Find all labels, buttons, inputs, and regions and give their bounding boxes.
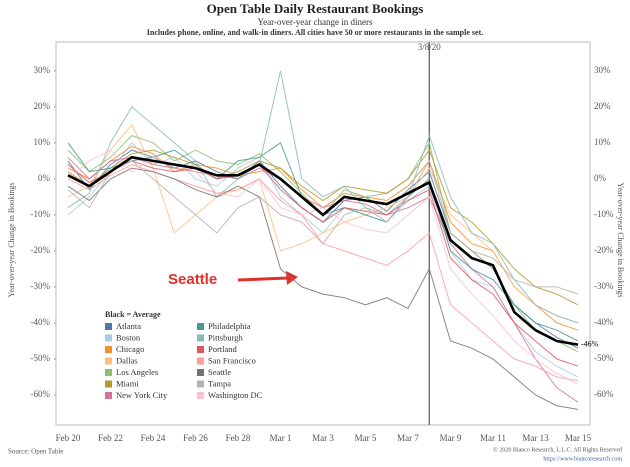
x-tick-label: Mar 1 bbox=[270, 433, 292, 443]
y-tick-label: -40% bbox=[31, 317, 51, 327]
x-tick-label: Feb 28 bbox=[226, 433, 251, 443]
city-line bbox=[67, 149, 579, 385]
y-tick-label: -20% bbox=[31, 245, 51, 255]
legend-label: Portland bbox=[208, 344, 238, 354]
y2-tick-label: -40% bbox=[594, 317, 614, 327]
y-tick-label: -30% bbox=[31, 281, 51, 291]
x-tick-label: Mar 7 bbox=[397, 433, 419, 443]
city-line bbox=[67, 145, 579, 331]
y-axis-title: Year-over-year Change in Bookings bbox=[616, 182, 625, 297]
event-label: 3/8/20 bbox=[418, 42, 442, 52]
x-tick-label: Mar 13 bbox=[522, 433, 549, 443]
y-tick-label: 0% bbox=[38, 173, 51, 183]
x-tick-label: Mar 3 bbox=[312, 433, 334, 443]
legend-label: Washington DC bbox=[208, 390, 263, 400]
legend-label: Dallas bbox=[116, 355, 138, 365]
y2-tick-label: 20% bbox=[594, 101, 611, 111]
legend-label: Philadelphia bbox=[208, 321, 251, 331]
y-tick-label: -60% bbox=[31, 389, 51, 399]
chart-title: Open Table Daily Restaurant Bookings bbox=[207, 1, 424, 16]
legend-label: Boston bbox=[116, 332, 141, 342]
y2-tick-label: -10% bbox=[594, 209, 614, 219]
city-line bbox=[67, 159, 579, 295]
legend-swatch bbox=[105, 392, 112, 399]
legend-label: Atlanta bbox=[116, 321, 141, 331]
annotation-arrow bbox=[237, 276, 289, 282]
y2-tick-label: 30% bbox=[594, 65, 611, 75]
y-tick-label: -50% bbox=[31, 353, 51, 363]
annotation: Seattle bbox=[168, 271, 217, 288]
legend-label: Los Angeles bbox=[116, 367, 158, 377]
legend-title: Black = Average bbox=[105, 310, 161, 319]
legend-swatch bbox=[197, 357, 204, 365]
subtitle: Year-over-year change in diners bbox=[258, 17, 373, 27]
x-tick-label: Mar 11 bbox=[480, 433, 506, 443]
legend-label: Pittsburgh bbox=[208, 332, 244, 342]
x-tick-label: Feb 24 bbox=[141, 433, 166, 443]
legend-label: Chicago bbox=[116, 344, 144, 354]
average-line bbox=[67, 155, 579, 346]
legend-label: Seattle bbox=[208, 367, 231, 377]
x-tick-label: Feb 20 bbox=[56, 433, 81, 443]
x-tick-label: Mar 5 bbox=[355, 433, 377, 443]
legend-label: New York City bbox=[116, 390, 168, 400]
plot-frame bbox=[55, 41, 591, 426]
legend-swatch bbox=[105, 380, 112, 388]
city-line bbox=[67, 156, 579, 403]
source: Source: Open Table bbox=[8, 448, 63, 456]
y2-tick-label: -50% bbox=[594, 353, 614, 363]
legend-label: San Francisco bbox=[208, 355, 256, 365]
y2-tick-label: 10% bbox=[594, 137, 611, 147]
x-tick-label: Feb 22 bbox=[98, 433, 123, 443]
legend-swatch bbox=[197, 334, 204, 342]
y-axis-title: Year-over-year Change in Bookings bbox=[7, 182, 16, 297]
legend-swatch bbox=[197, 380, 204, 388]
city-line bbox=[67, 142, 579, 378]
x-tick-label: Feb 26 bbox=[183, 433, 208, 443]
y-tick-label: 10% bbox=[34, 137, 51, 147]
city-line bbox=[67, 167, 579, 410]
legend-swatch bbox=[105, 346, 112, 353]
legend-swatch bbox=[105, 323, 112, 330]
value-label: -46% bbox=[581, 339, 599, 348]
legend-swatch bbox=[197, 323, 204, 330]
city-line bbox=[67, 160, 579, 367]
credit-url: https://www.biancoresearch.com bbox=[543, 456, 622, 462]
legend-swatch bbox=[105, 334, 112, 342]
city-line bbox=[67, 70, 579, 324]
legend-swatch bbox=[105, 357, 112, 365]
x-tick-label: Mar 15 bbox=[565, 433, 592, 443]
legend-label: Tampa bbox=[208, 378, 231, 388]
y-tick-label: -10% bbox=[31, 209, 51, 219]
y2-tick-label: -20% bbox=[594, 245, 614, 255]
y2-tick-label: 0% bbox=[594, 173, 607, 183]
x-tick-label: Mar 9 bbox=[440, 433, 462, 443]
legend-swatch bbox=[197, 369, 204, 376]
legend-swatch bbox=[197, 392, 204, 399]
credit: © 2020 Bianco Research, L.L.C. All Right… bbox=[493, 446, 622, 453]
legend-label: Miami bbox=[116, 378, 139, 388]
legend-swatch bbox=[105, 369, 112, 376]
y-tick-label: 20% bbox=[34, 101, 51, 111]
y2-tick-label: -30% bbox=[594, 281, 614, 291]
legend-swatch bbox=[197, 346, 204, 353]
note: Includes phone, online, and walk-in dine… bbox=[147, 28, 483, 37]
y2-tick-label: -60% bbox=[594, 389, 614, 399]
y-tick-label: 30% bbox=[34, 65, 51, 75]
